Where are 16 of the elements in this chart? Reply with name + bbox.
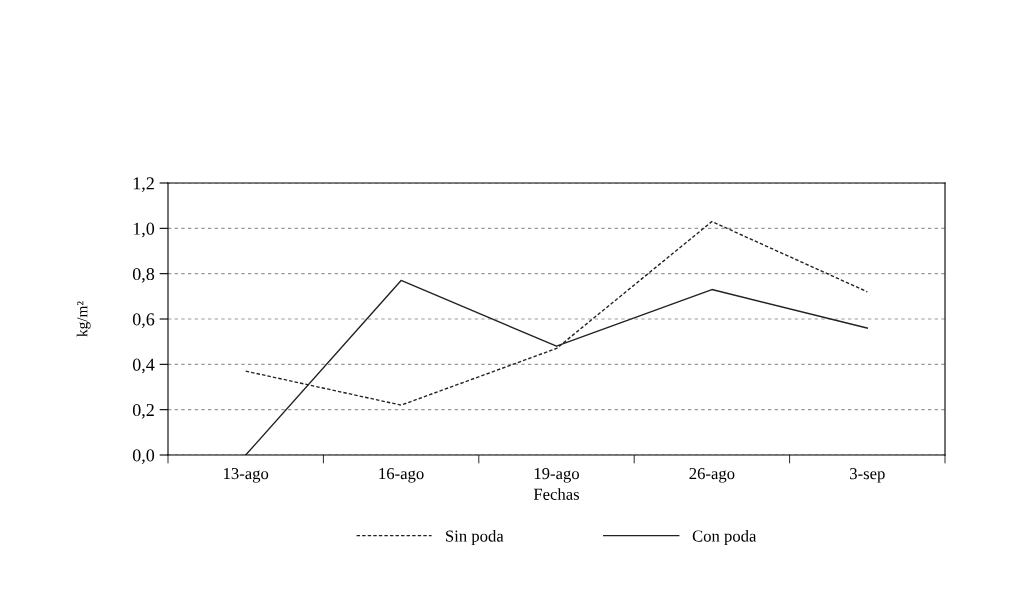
x-tick-label: 3-sep (850, 468, 885, 483)
y-tick-label: 0,2 (132, 403, 154, 419)
x-tick-label: 13-ago (224, 467, 269, 483)
legend-label: Sin poda (446, 529, 504, 546)
y-tick-label: 1,2 (133, 177, 154, 193)
x-axis-title: Fechas (533, 488, 580, 500)
y-tick-label: 0,8 (132, 267, 155, 283)
y-tick-label: 0,0 (132, 449, 155, 465)
y-tick-label: 0,4 (132, 358, 155, 374)
x-tick-label: 26-ago (689, 467, 735, 483)
y-tick-label: 1,0 (133, 222, 155, 238)
x-tick-label: 19-ago (534, 467, 579, 483)
legend-label: Con poda (692, 529, 757, 546)
y-tick-label: 0,6 (132, 313, 155, 329)
x-tick-label: 16-ago (379, 467, 424, 483)
y-axis-title: kg/m² (76, 301, 91, 337)
